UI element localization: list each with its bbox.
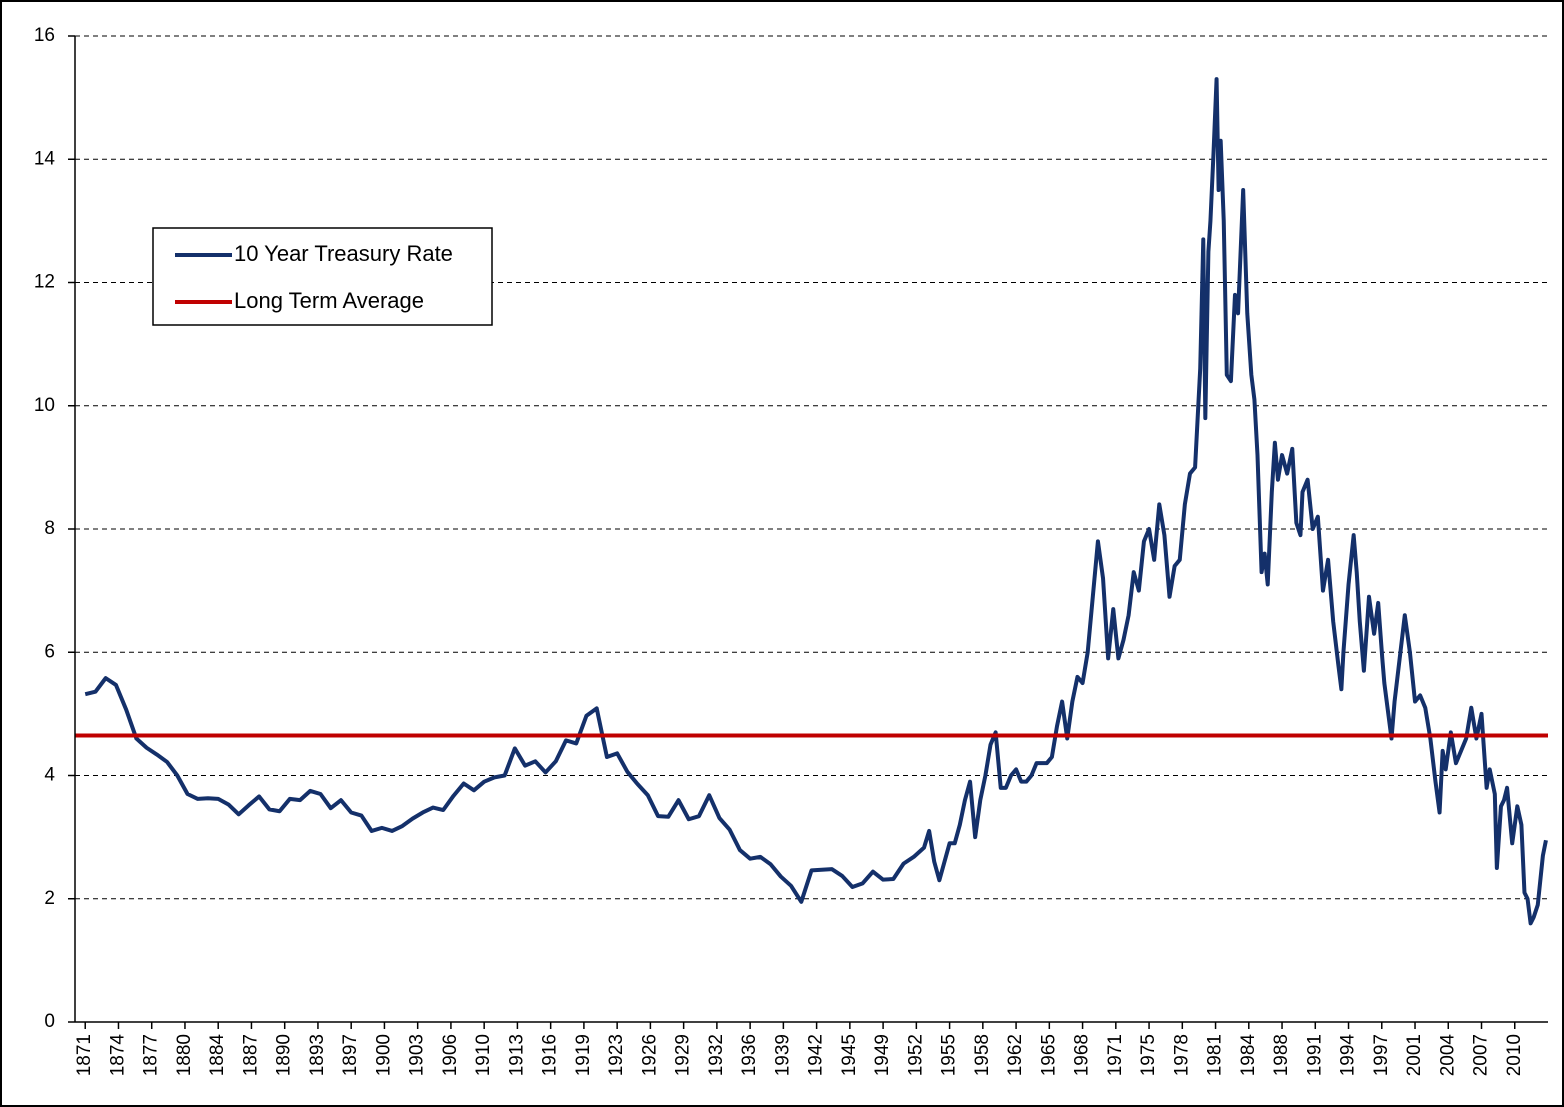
x-tick-label: 1916 — [540, 1034, 561, 1076]
y-tick-label: 2 — [44, 888, 55, 909]
x-tick-label: 1903 — [407, 1034, 428, 1076]
x-tick-label: 1975 — [1138, 1034, 1159, 1076]
x-tick-label: 1997 — [1371, 1034, 1392, 1076]
x-tick-label: 1913 — [506, 1034, 527, 1076]
axes: 0 2 4 6 8 10 12 14 16 1871 1874 1877 1880 1884 1887 189… — [34, 25, 1548, 1076]
y-tick-label: 10 — [34, 395, 55, 416]
x-tick-label: 1906 — [440, 1034, 461, 1076]
x-tick-label: 1971 — [1105, 1034, 1126, 1076]
legend-label: Long Term Average — [234, 288, 424, 313]
x-tick-label: 1932 — [706, 1034, 727, 1076]
x-tick-label: 2010 — [1504, 1034, 1525, 1076]
y-tick-label: 8 — [44, 518, 55, 539]
x-tick-label: 1929 — [673, 1034, 694, 1076]
x-tick-label: 1890 — [274, 1034, 295, 1076]
x-tick-label: 1968 — [1072, 1034, 1093, 1076]
legend-label: 10 Year Treasury Rate — [234, 241, 453, 266]
x-tick-label: 1942 — [806, 1034, 827, 1076]
x-tick-label: 2004 — [1437, 1034, 1458, 1077]
series-line — [84, 77, 1548, 926]
x-tick-label: 2001 — [1404, 1034, 1425, 1076]
y-tick-label: 0 — [44, 1011, 55, 1032]
y-tick-label: 4 — [44, 765, 55, 786]
x-tick-label: 1952 — [905, 1034, 926, 1076]
x-tick-label: 1874 — [107, 1034, 128, 1077]
x-tick-label: 1991 — [1304, 1034, 1325, 1076]
y-tick-label: 16 — [34, 25, 55, 46]
x-tick-label: 1900 — [373, 1034, 394, 1076]
x-tick-label: 1887 — [240, 1034, 261, 1076]
x-tick-label: 1923 — [606, 1034, 627, 1076]
x-tick-label: 1981 — [1205, 1034, 1226, 1076]
x-tick-label: 1958 — [972, 1034, 993, 1076]
x-tick-label: 1962 — [1005, 1034, 1026, 1076]
x-tick-label: 1880 — [174, 1034, 195, 1076]
y-tick-label: 14 — [34, 148, 56, 169]
y-tick-label: 6 — [44, 641, 55, 662]
x-tick-label: 1988 — [1271, 1034, 1292, 1076]
x-tick-label: 1955 — [939, 1034, 960, 1076]
x-tick-label: 1897 — [340, 1034, 361, 1076]
x-tick-label: 1965 — [1038, 1034, 1059, 1076]
x-tick-label: 1926 — [639, 1034, 660, 1076]
x-tick-label: 1978 — [1171, 1034, 1192, 1076]
x-tick-label: 2007 — [1471, 1034, 1492, 1076]
x-tick-label: 1884 — [207, 1034, 228, 1077]
x-tick-label: 1871 — [74, 1034, 95, 1076]
x-tick-label: 1994 — [1338, 1034, 1359, 1077]
y-tick-label: 12 — [34, 272, 55, 293]
x-tick-label: 1945 — [839, 1034, 860, 1076]
x-tick-label: 1939 — [772, 1034, 793, 1076]
x-tick-label: 1936 — [739, 1034, 760, 1076]
x-tick-label: 1893 — [307, 1034, 328, 1076]
x-tick-label: 1910 — [473, 1034, 494, 1076]
legend: 10 Year Treasury Rate Long Term Average — [152, 227, 493, 326]
x-tick-label: 1984 — [1238, 1034, 1259, 1077]
legend-box — [152, 227, 493, 326]
marks — [75, 77, 1548, 926]
x-tick-label: 1949 — [872, 1034, 893, 1076]
x-tick-label: 1877 — [141, 1034, 162, 1076]
x-tick-label: 1919 — [573, 1034, 594, 1076]
